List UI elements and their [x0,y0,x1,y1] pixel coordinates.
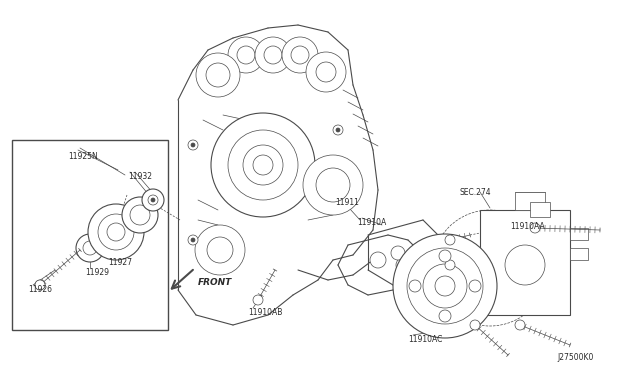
Text: 11929: 11929 [85,268,109,277]
Circle shape [191,238,195,242]
Circle shape [515,320,525,330]
Circle shape [445,260,455,270]
Circle shape [264,46,282,64]
Circle shape [336,128,340,132]
Text: 11910AC: 11910AC [408,335,442,344]
Text: 11910AB: 11910AB [248,308,282,317]
Circle shape [303,155,363,215]
Circle shape [291,46,309,64]
Circle shape [142,189,164,211]
Circle shape [396,258,410,272]
Circle shape [282,37,318,73]
Circle shape [253,155,273,175]
Bar [12,140,168,330]
Circle shape [107,223,125,241]
Circle shape [445,235,455,245]
Circle shape [122,197,158,233]
Circle shape [333,125,343,135]
Circle shape [306,52,346,92]
Circle shape [370,252,386,268]
Circle shape [35,280,45,290]
Text: J27500K0: J27500K0 [557,353,593,362]
Circle shape [228,130,298,200]
Circle shape [391,246,405,260]
Circle shape [188,140,198,150]
Text: 11910AA: 11910AA [510,222,545,231]
Circle shape [188,235,198,245]
Text: SEC.274: SEC.274 [460,188,492,197]
Circle shape [207,237,233,263]
Circle shape [195,225,245,275]
Circle shape [98,214,134,250]
Circle shape [130,205,150,225]
Bar [530,202,550,217]
Circle shape [243,145,283,185]
Circle shape [439,310,451,322]
Circle shape [196,53,240,97]
Text: 11927: 11927 [108,258,132,267]
Circle shape [206,63,230,87]
Circle shape [420,249,432,261]
Circle shape [423,264,467,308]
Circle shape [88,204,144,260]
Circle shape [191,143,195,147]
Circle shape [409,280,421,292]
Circle shape [393,234,497,338]
Circle shape [469,280,481,292]
Bar [570,228,588,240]
Bar [570,248,588,260]
Circle shape [83,241,97,255]
Circle shape [255,37,291,73]
Circle shape [228,37,264,73]
Text: 11932: 11932 [128,172,152,181]
Circle shape [505,245,545,285]
Circle shape [35,280,45,290]
Circle shape [237,46,255,64]
Text: 11910A: 11910A [357,218,387,227]
Circle shape [76,234,104,262]
Text: 11925N: 11925N [68,152,98,161]
Circle shape [253,295,263,305]
Text: 11926: 11926 [28,285,52,294]
Circle shape [470,320,480,330]
Circle shape [407,248,483,324]
Text: 11911: 11911 [335,198,359,207]
Circle shape [530,223,540,233]
Circle shape [439,250,451,262]
Text: FRONT: FRONT [198,278,232,287]
Circle shape [151,198,155,202]
Circle shape [316,62,336,82]
Circle shape [316,168,350,202]
Circle shape [435,276,455,296]
Circle shape [148,195,158,205]
Circle shape [211,113,315,217]
Bar [480,210,570,315]
Bar [515,192,545,210]
